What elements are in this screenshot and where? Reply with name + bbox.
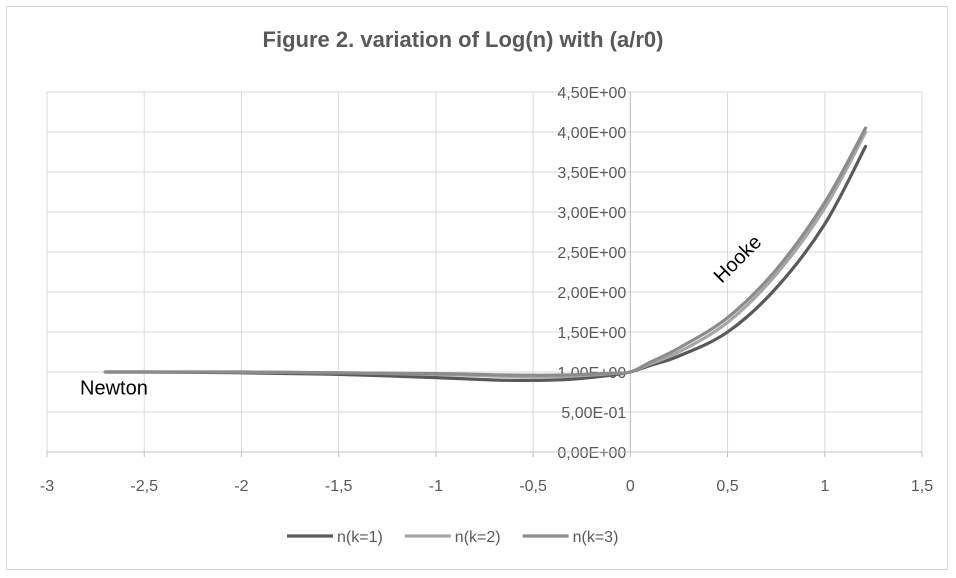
annotation-hooke: Hooke — [710, 231, 766, 287]
chart-frame — [6, 6, 948, 570]
axis-layer: 0,00E+005,00E-011,00E+001,50E+002,00E+00… — [40, 85, 933, 495]
y-tick-label: 2,00E+00 — [557, 285, 626, 302]
x-tick-label: -1 — [429, 478, 443, 495]
series-layer — [103, 126, 868, 383]
y-tick-label: 5,00E-01 — [561, 405, 626, 422]
y-tick-label: 3,50E+00 — [557, 165, 626, 182]
x-tick-label: 1 — [820, 478, 829, 495]
x-tick-label: -2 — [234, 478, 248, 495]
x-tick-label: -2,5 — [130, 478, 158, 495]
x-tick-label: 0,5 — [716, 478, 738, 495]
legend-label-3: n(k=3) — [573, 529, 619, 546]
y-tick-label: 4,50E+00 — [557, 85, 626, 102]
x-tick-label: -3 — [40, 478, 54, 495]
x-tick-label: 0 — [626, 478, 635, 495]
legend: n(k=1) n(k=2) n(k=3) — [287, 529, 618, 546]
y-tick-label: 0,00E+00 — [557, 445, 626, 462]
series-line-3 — [103, 126, 868, 377]
legend-label-1: n(k=1) — [337, 529, 383, 546]
y-tick-label: 2,50E+00 — [557, 245, 626, 262]
chart-title: Figure 2. variation of Log(n) with (a/r0… — [263, 27, 664, 52]
x-tick-label: -0,5 — [519, 478, 547, 495]
x-tick-label: 1,5 — [911, 478, 933, 495]
y-tick-label: 4,00E+00 — [557, 125, 626, 142]
annotation-newton: Newton — [80, 377, 148, 399]
legend-label-2: n(k=2) — [455, 529, 501, 546]
y-tick-label: 1,50E+00 — [557, 325, 626, 342]
x-tick-label: -1,5 — [325, 478, 353, 495]
y-tick-label: 3,00E+00 — [557, 205, 626, 222]
series-line-1 — [103, 144, 868, 383]
